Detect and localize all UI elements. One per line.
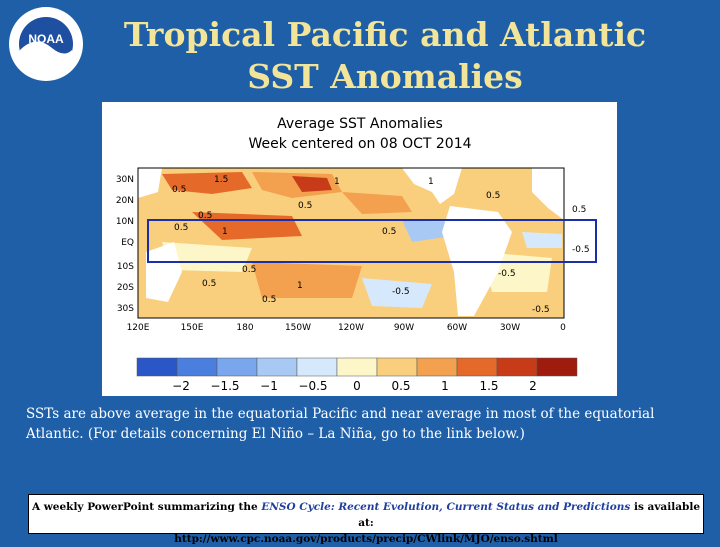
lon-label: 30W: [500, 323, 520, 333]
colorbar-label: 1.5: [479, 379, 498, 393]
colorbar-swatch: [496, 357, 538, 377]
colorbar-swatch: [536, 357, 578, 377]
land-asia: [138, 168, 162, 198]
colorbar-label: 2: [529, 379, 537, 393]
lon-labels: 120E 150E 180 150W 120W 90W 60W 30W 0: [127, 323, 567, 333]
colorbar-label: −2: [172, 379, 190, 393]
colorbar-label: −0.5: [298, 379, 327, 393]
contour-label: 0.5: [198, 211, 212, 221]
contour-label: -0.5: [498, 269, 516, 279]
land-australia: [146, 242, 182, 302]
lon-label: 120W: [338, 323, 364, 333]
lat-label: 30S: [117, 304, 134, 314]
map-frame: [137, 167, 597, 319]
lon-label: 180: [236, 323, 253, 333]
lat-label: 30N: [116, 175, 134, 185]
nino-region-box: [147, 219, 597, 263]
map-subtitle: Week centered on 08 OCT 2014: [248, 136, 471, 152]
contour-label: 0.5: [174, 223, 188, 233]
lat-label: 10N: [116, 217, 134, 227]
footer-line-1: A weekly PowerPoint summarizing the ENSO…: [29, 499, 703, 531]
warm-patch: [252, 262, 362, 298]
lon-label: 60W: [447, 323, 467, 333]
colorbar-label: 0.5: [391, 379, 410, 393]
colorbar-swatch: [296, 357, 338, 377]
lat-label: 20N: [116, 196, 134, 206]
lat-labels: 30N 20N 10N EQ 10S 20S 30S: [116, 175, 134, 314]
noaa-logo-text: NOAA: [28, 32, 64, 46]
contour-label: 0.5: [202, 279, 216, 289]
noaa-logo: NOAA: [6, 4, 86, 84]
colorbar-swatch: [416, 357, 458, 377]
colorbar-swatch: [176, 357, 218, 377]
map-title: Average SST Anomalies: [277, 116, 443, 132]
footer-prefix: A weekly PowerPoint summarizing the: [31, 501, 262, 513]
colorbar-swatch: [136, 357, 178, 377]
contour-labels: 1.5 0.5 1 0.5 0.5 1 0.5 1 0.5 0.5 0.5 1 …: [172, 175, 590, 315]
contour-label: 1.5: [214, 175, 228, 185]
contour-label: 1: [297, 281, 303, 291]
contour-label: 0.5: [572, 205, 586, 215]
colorbar-labels: −2 −1.5 −1 −0.5 0 0.5 1 1.5 2: [172, 379, 537, 393]
cool-patch: [362, 278, 432, 308]
lat-label: 10S: [117, 262, 134, 272]
footer-suffix: is available at:: [358, 501, 701, 529]
title-line-2: SST Anomalies: [247, 57, 523, 96]
colorbar-label: 1: [441, 379, 449, 393]
colorbar-swatch: [256, 357, 298, 377]
contour-label: -0.5: [532, 305, 550, 315]
lon-label: 150W: [285, 323, 311, 333]
colorbar-swatch: [456, 357, 498, 377]
lat-label: 20S: [117, 283, 134, 293]
colorbar-label: 0: [353, 379, 361, 393]
sst-anomaly-map: Average SST Anomalies Week centered on 0…: [102, 102, 617, 396]
colorbar-label: −1.5: [210, 379, 239, 393]
title-line-1: Tropical Pacific and Atlantic: [123, 15, 647, 54]
contour-label: 0.5: [172, 185, 186, 195]
colorbar-swatch: [216, 357, 258, 377]
contour-label: 0.5: [382, 227, 396, 237]
footer-box: A weekly PowerPoint summarizing the ENSO…: [28, 494, 704, 545]
footer-link[interactable]: http://www.cpc.noaa.gov/products/precip/…: [174, 533, 558, 545]
slide-title: Tropical Pacific and Atlantic SST Anomal…: [90, 14, 680, 98]
contour-label: 1: [222, 227, 228, 237]
footer-emphasis: ENSO Cycle: Recent Evolution, Current St…: [261, 501, 631, 513]
warm-patch: [162, 172, 252, 194]
land-africa: [532, 168, 564, 220]
cool-patch: [522, 232, 562, 248]
contour-label: 1: [334, 177, 340, 187]
contour-label: 1: [428, 177, 434, 187]
contour-label: -0.5: [572, 245, 590, 255]
lon-label: 120E: [127, 323, 150, 333]
contour-label: -0.5: [392, 287, 410, 297]
contour-label: 0.5: [242, 265, 256, 275]
cool-patch: [402, 220, 452, 242]
slide-caption: SSTs are above average in the equatorial…: [26, 406, 655, 442]
lon-label: 90W: [394, 323, 414, 333]
warm-patch: [342, 192, 412, 214]
land-north-america: [402, 168, 462, 204]
colorbar: [136, 357, 578, 377]
lon-label: 150E: [181, 323, 204, 333]
lat-label: EQ: [121, 238, 134, 248]
colorbar-label: −1: [260, 379, 278, 393]
warm-patch: [292, 176, 332, 192]
colorbar-swatch: [336, 357, 378, 377]
contour-label: 0.5: [486, 191, 500, 201]
lon-label: 0: [560, 323, 566, 333]
neutral-patch: [162, 242, 252, 272]
contour-label: 0.5: [262, 295, 276, 305]
contour-label: 0.5: [298, 201, 312, 211]
colorbar-swatch: [376, 357, 418, 377]
